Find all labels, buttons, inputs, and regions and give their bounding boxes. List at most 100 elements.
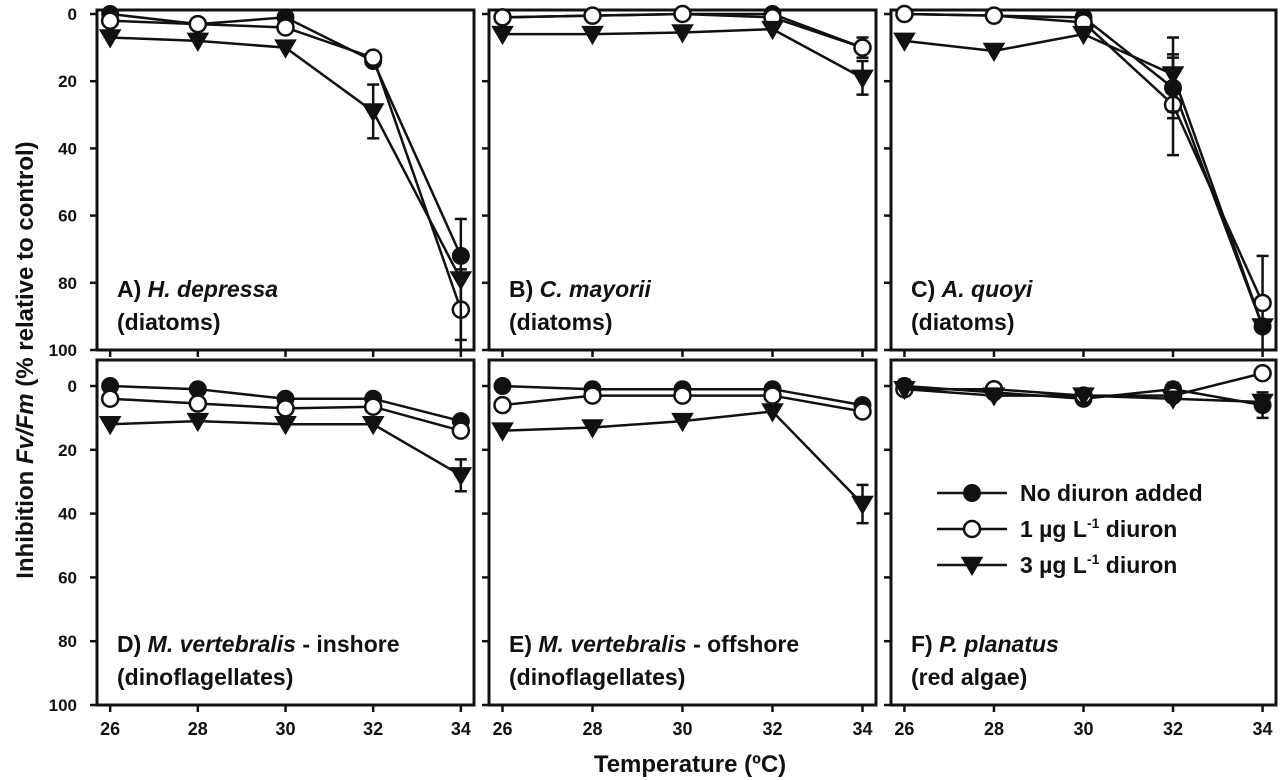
data-point-filled-triangle — [1161, 390, 1185, 410]
series-filled-triangle-down — [893, 25, 1274, 338]
y-axis-label-italic: Fv/Fm — [12, 393, 39, 464]
data-point-open-circle — [962, 519, 982, 539]
series-filled-triangle-down — [893, 380, 1274, 413]
data-point-open-circle — [451, 421, 471, 440]
y-tick-label: 80 — [58, 632, 77, 651]
panel-title: E) M. vertebralis - offshore — [509, 631, 799, 657]
x-tick-label: 34 — [852, 719, 872, 739]
x-tick-label: 34 — [1253, 719, 1273, 739]
data-point-open-circle — [100, 389, 120, 409]
legend-label: No diuron added — [1020, 480, 1203, 506]
data-point-filled-triangle — [449, 271, 473, 291]
panel-c: C) A. quoyi (diatoms) — [884, 4, 1278, 357]
legend-superscript: -1 — [1087, 515, 1100, 531]
data-point-open-circle — [673, 4, 692, 24]
data-point-filled-triangle — [761, 20, 784, 41]
panel-title: B) C. mayorii — [509, 276, 651, 302]
data-point-filled-triangle — [186, 412, 210, 433]
panel-title-prefix: F) — [911, 631, 939, 657]
data-point-filled-triangle — [491, 422, 514, 442]
y-tick-label: 80 — [58, 274, 77, 293]
data-point-open-circle — [583, 386, 602, 405]
data-point-open-circle — [100, 11, 120, 30]
data-point-filled-triangle — [274, 416, 297, 436]
legend-text: diuron — [1099, 516, 1177, 542]
panel-title: D) M. vertebralis - inshore — [117, 631, 399, 657]
data-point-filled-triangle — [982, 387, 1006, 407]
y-tick-label: 20 — [58, 72, 77, 91]
panel-f: 26 28 30 32 34 F) P. planatus (red algae) — [884, 358, 1278, 739]
data-point-open-circle — [853, 38, 872, 57]
y-tick-label: 20 — [58, 441, 77, 460]
x-tick-label: 30 — [275, 719, 295, 739]
x-tick-label: 34 — [451, 719, 471, 739]
x-tick-label: 26 — [492, 719, 512, 739]
y-tick-label: 40 — [58, 139, 77, 158]
panel-title-suffix: - offshore — [687, 631, 799, 657]
x-tick-label: 32 — [1163, 719, 1183, 739]
x-tick-label: 32 — [363, 719, 383, 739]
series-filled-triangle-down — [98, 412, 473, 493]
y-tick-label: 100 — [49, 696, 77, 715]
data-point-filled-circle — [963, 484, 981, 502]
data-point-open-circle — [276, 399, 295, 418]
panel-title: C) A. quoyi — [911, 276, 1033, 302]
x-tick-label: 26 — [894, 719, 914, 739]
data-point-open-circle — [853, 402, 872, 421]
data-point-open-circle — [583, 6, 602, 25]
data-point-filled-triangle — [274, 39, 297, 59]
x-tick-label: 30 — [672, 719, 692, 739]
panel-subtitle: (diatoms) — [509, 309, 613, 335]
panel-subtitle: (red algae) — [911, 664, 1027, 690]
data-point-open-circle — [188, 394, 208, 413]
data-point-filled-triangle — [1251, 318, 1274, 338]
data-point-open-circle — [363, 397, 383, 416]
data-point-open-circle — [276, 18, 295, 37]
y-tick-label: 60 — [58, 207, 77, 226]
series-open-circle — [493, 4, 872, 59]
panel-subtitle: (diatoms) — [911, 309, 1015, 335]
legend-text: diuron — [1099, 552, 1177, 578]
data-point-filled-triangle — [1072, 25, 1095, 46]
legend-superscript: -1 — [1087, 551, 1100, 567]
data-point-filled-circle — [493, 377, 512, 395]
data-point-filled-triangle — [98, 416, 122, 436]
panel-e: 26 28 30 32 34E) M. vertebralis - offshore(d… — [482, 358, 878, 739]
legend-text: 1 µg L — [1020, 516, 1087, 542]
legend-label: 3 µg L-1 diuron — [1020, 551, 1177, 578]
data-point-open-circle — [763, 386, 782, 405]
y-tick-label: 0 — [68, 377, 77, 396]
x-tick-label: 26 — [100, 719, 120, 739]
data-point-filled-triangle — [671, 24, 694, 44]
x-tick-label: 28 — [582, 719, 602, 739]
y-axis-label-suffix: (% relative to control) — [12, 141, 39, 393]
y-axis-label: Inhibition Fv/Fm (% relative to control) — [12, 141, 39, 578]
panel-title: F) P. planatus — [911, 631, 1059, 657]
series-line — [904, 12, 1264, 304]
panel-title-prefix: E) — [509, 631, 538, 657]
y-tick-label: 40 — [58, 505, 77, 524]
panel-title-species: C. mayorii — [540, 276, 652, 302]
series-filled-triangle-down — [491, 20, 874, 96]
legend-text: No diuron added — [1020, 480, 1203, 506]
x-tick-label: 28 — [188, 719, 208, 739]
panel-title-prefix: C) — [911, 276, 942, 302]
data-point-filled-triangle — [893, 380, 916, 401]
data-point-filled-triangle — [960, 556, 984, 576]
data-point-filled-triangle — [581, 25, 604, 46]
y-tick-label: 100 — [49, 341, 77, 360]
data-point-filled-triangle — [1251, 393, 1274, 413]
data-point-filled-triangle — [1161, 66, 1185, 86]
data-point-filled-triangle — [98, 29, 122, 49]
x-tick-label: 32 — [762, 719, 782, 739]
data-point-open-circle — [673, 386, 692, 405]
data-point-open-circle — [895, 4, 914, 24]
panel-title-species: P. planatus — [939, 631, 1059, 657]
panel-title: A) H. depressa — [117, 276, 278, 302]
series-open-circle — [493, 386, 872, 421]
y-tick-label: 60 — [58, 568, 77, 587]
panel-a: 0 20 40 60 80 100 A) H. depressa (diatoms) — [49, 5, 476, 360]
series-filled-triangle-down — [98, 29, 473, 342]
